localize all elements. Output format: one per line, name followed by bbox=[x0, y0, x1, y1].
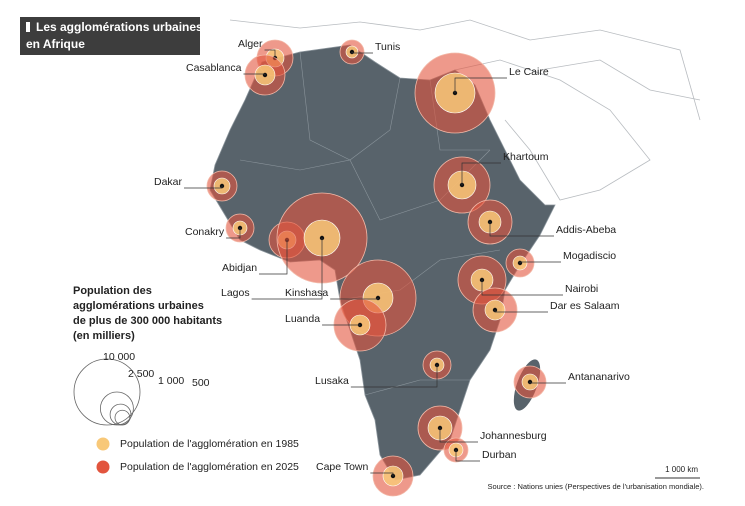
city-label: Conakry bbox=[185, 226, 225, 238]
city-label: Tunis bbox=[375, 41, 400, 53]
city-label: Lusaka bbox=[315, 375, 349, 387]
city-label: Lagos bbox=[221, 287, 250, 299]
city-label: Antananarivo bbox=[568, 371, 630, 383]
leader-line bbox=[461, 162, 501, 185]
legend-swatch bbox=[96, 460, 110, 474]
leader-line bbox=[226, 228, 241, 239]
legend: Population des agglomérations urbaines de … bbox=[73, 285, 299, 474]
leader-line bbox=[350, 365, 438, 388]
legend-size-label: 1 000 bbox=[158, 375, 184, 387]
city-label: Addis-Abeba bbox=[556, 224, 616, 236]
legend-heading: agglomérations urbaines bbox=[73, 300, 204, 312]
title-marker bbox=[26, 22, 30, 32]
city-label: Casablanca bbox=[186, 62, 242, 74]
leader-line bbox=[481, 280, 563, 296]
surrounding-land bbox=[229, 19, 701, 201]
title-box bbox=[20, 17, 200, 55]
city-bubbles bbox=[206, 39, 547, 497]
legend-size-label: 10 000 bbox=[103, 351, 135, 363]
scale-label: 1 000 km bbox=[665, 465, 698, 474]
source: Source : Nations unies (Perspectives de … bbox=[487, 482, 704, 491]
legend-size-label: 2 500 bbox=[128, 368, 154, 380]
legend-heading: (en milliers) bbox=[73, 330, 135, 342]
city-label: Dakar bbox=[154, 176, 183, 188]
city-label: Durban bbox=[482, 449, 517, 461]
city-label: Dar es Salaam bbox=[550, 300, 620, 312]
city-label: Kinshasa bbox=[285, 287, 328, 299]
legend-size-circle bbox=[100, 391, 134, 426]
leader-line bbox=[454, 77, 507, 93]
leader-line bbox=[251, 238, 323, 300]
legend-label: Population de l'agglomération en 2025 bbox=[120, 461, 299, 473]
city-label: Luanda bbox=[285, 313, 320, 325]
leader-line bbox=[264, 49, 276, 58]
legend-label: Population de l'agglomération en 1985 bbox=[120, 438, 299, 450]
leader-line bbox=[243, 73, 266, 75]
leader-line bbox=[529, 382, 566, 384]
legend-size-label: 500 bbox=[192, 377, 210, 389]
city-label: Khartoum bbox=[503, 151, 549, 163]
leader-line bbox=[494, 310, 548, 313]
leader-line bbox=[184, 186, 223, 189]
city-label: Le Caire bbox=[509, 66, 549, 78]
title: en Afrique bbox=[26, 37, 85, 51]
leader-line bbox=[489, 222, 554, 237]
city-label: Cape Town bbox=[316, 461, 369, 473]
legend-heading: Population des bbox=[73, 285, 152, 297]
city-label: Nairobi bbox=[565, 283, 598, 295]
leader-line bbox=[370, 472, 394, 476]
legend-size-circle bbox=[73, 358, 141, 426]
city-label: Alger bbox=[238, 38, 263, 50]
leader-line bbox=[259, 240, 288, 275]
city-labels: Alger Tunis Casablanca Le Caire Khartoum Daka… bbox=[154, 38, 630, 476]
leader-line bbox=[519, 261, 561, 263]
title: Les agglomérations urbaines bbox=[36, 20, 203, 34]
leader-line bbox=[455, 450, 480, 462]
city-label: Mogadiscio bbox=[563, 250, 616, 262]
legend-swatch bbox=[96, 437, 110, 451]
city-label: Abidjan bbox=[222, 262, 257, 274]
leader-line bbox=[351, 52, 373, 54]
leader-line bbox=[330, 298, 379, 300]
legend-size-circle bbox=[114, 409, 131, 426]
city-label: Johannesburg bbox=[480, 430, 547, 442]
legend-heading: de plus de 300 000 habitants bbox=[73, 315, 222, 327]
leader-line bbox=[439, 428, 478, 443]
